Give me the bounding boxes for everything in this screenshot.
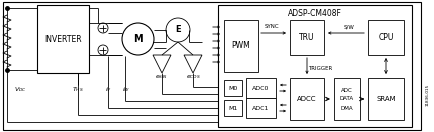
Text: ADC0: ADC0 bbox=[252, 86, 269, 91]
Text: $e_{SIN}$: $e_{SIN}$ bbox=[155, 73, 168, 81]
Text: TRU: TRU bbox=[299, 32, 314, 41]
Text: TRIGGER: TRIGGER bbox=[307, 65, 332, 70]
Bar bbox=[246, 78, 275, 98]
Text: $V_{DC}$: $V_{DC}$ bbox=[13, 86, 26, 95]
Bar bbox=[289, 78, 323, 120]
Polygon shape bbox=[153, 55, 171, 73]
Circle shape bbox=[122, 23, 154, 55]
Text: S/W: S/W bbox=[343, 25, 354, 29]
Bar bbox=[37, 5, 89, 73]
Text: M: M bbox=[133, 34, 142, 44]
Text: $i_W$: $i_W$ bbox=[122, 86, 130, 95]
Bar bbox=[224, 80, 241, 96]
Bar bbox=[289, 20, 323, 55]
Text: DATA: DATA bbox=[339, 96, 353, 102]
Text: ADC1: ADC1 bbox=[252, 105, 269, 110]
Text: ADC: ADC bbox=[340, 88, 352, 93]
Text: PWM: PWM bbox=[231, 41, 250, 51]
Text: SRAM: SRAM bbox=[375, 96, 395, 102]
Bar bbox=[246, 98, 275, 118]
Bar bbox=[367, 78, 403, 120]
Text: $i_V$: $i_V$ bbox=[104, 86, 111, 95]
Circle shape bbox=[166, 18, 190, 42]
Bar bbox=[224, 20, 257, 72]
Text: INVERTER: INVERTER bbox=[44, 34, 82, 44]
Text: M1: M1 bbox=[228, 105, 237, 110]
Bar bbox=[217, 5, 411, 127]
Text: CPU: CPU bbox=[378, 32, 393, 41]
Text: DMA: DMA bbox=[340, 105, 352, 110]
Polygon shape bbox=[184, 55, 201, 73]
Circle shape bbox=[98, 23, 108, 33]
Bar bbox=[224, 100, 241, 116]
Text: $T_{HS}$: $T_{HS}$ bbox=[72, 86, 84, 95]
Text: 11836-015: 11836-015 bbox=[425, 84, 429, 106]
Bar bbox=[367, 20, 403, 55]
Circle shape bbox=[98, 45, 108, 55]
Text: ADSP-CM408F: ADSP-CM408F bbox=[287, 8, 341, 18]
Text: M0: M0 bbox=[228, 86, 237, 91]
Text: E: E bbox=[175, 25, 181, 34]
Text: $e_{COS}$: $e_{COS}$ bbox=[185, 73, 200, 81]
Text: ADCC: ADCC bbox=[296, 96, 316, 102]
Bar bbox=[333, 78, 359, 120]
Text: SYNC: SYNC bbox=[264, 25, 279, 29]
